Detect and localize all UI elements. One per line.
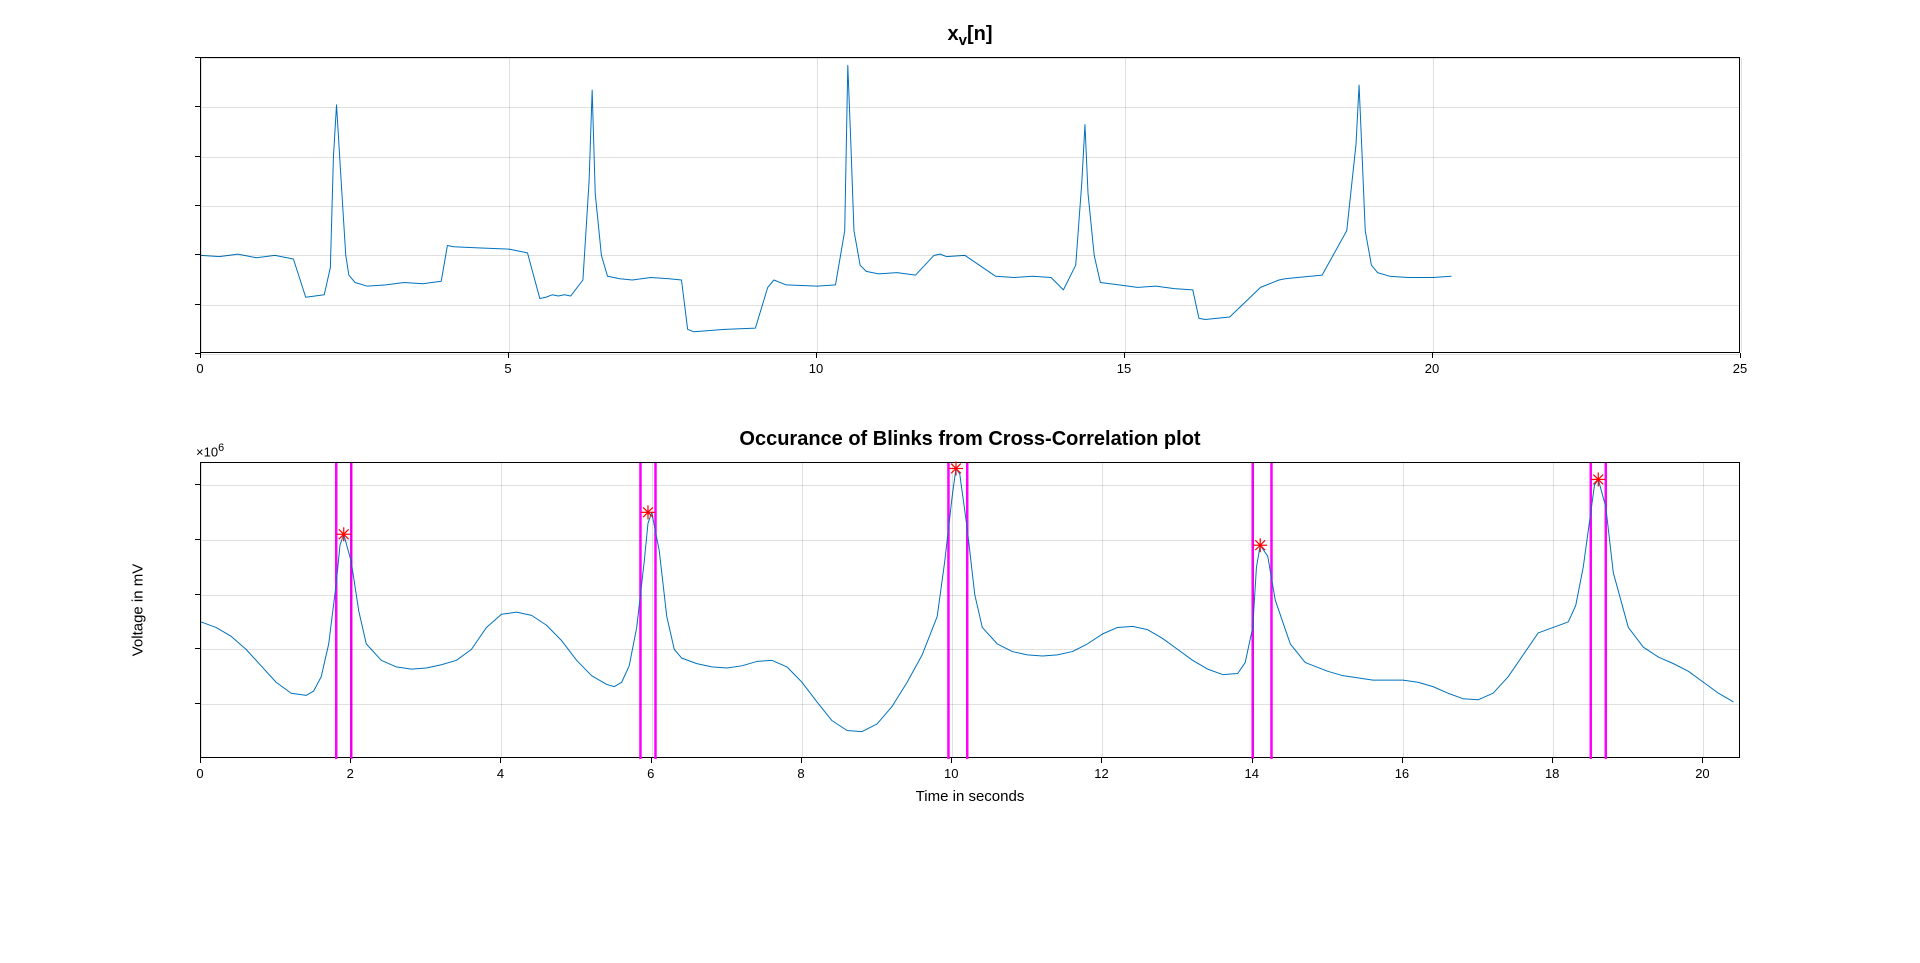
- subplot-blinks-ylabel: Voltage in mV: [130, 564, 147, 657]
- subplot-blinks-xlabel: Time in seconds: [916, 788, 1025, 805]
- subplot-blinks-axes[interactable]: [200, 462, 1740, 758]
- subplot-blinks-exponent: ×106: [196, 442, 224, 459]
- subplot-xv-title: xv[n]: [200, 23, 1740, 49]
- subplot-xv-axes[interactable]: [200, 57, 1740, 353]
- figure: xv[n] -200020040060080010000510152025 Oc…: [0, 0, 1920, 963]
- subplot-blinks-series: [201, 463, 1741, 759]
- subplot-blinks-title: Occurance of Blinks from Cross-Correlati…: [200, 428, 1740, 451]
